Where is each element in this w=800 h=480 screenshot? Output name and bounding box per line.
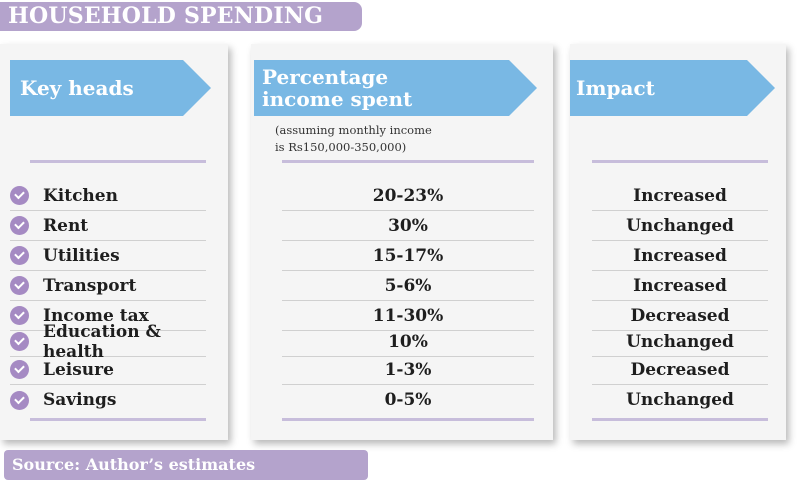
percentage-cell: 20-23% xyxy=(282,181,534,211)
percentage-cell: 0-5% xyxy=(384,390,432,410)
page-title: HOUSEHOLD SPENDING xyxy=(0,2,362,31)
percentage-note-line1: (assuming monthly income xyxy=(275,123,432,137)
table-row: Rent xyxy=(10,211,206,241)
impact-cell: Increased xyxy=(592,241,768,271)
key-heads-panel: Key heads Kitchen Rent Utilities Transpo… xyxy=(0,44,228,440)
impact-header-label: Impact xyxy=(576,76,655,100)
percentage-note: (assuming monthly income is Rs150,000-35… xyxy=(275,122,535,156)
key-head-label: Savings xyxy=(43,390,117,410)
percentage-cell: 30% xyxy=(282,211,534,241)
impact-cell: Unchanged xyxy=(592,327,768,357)
impact-cell: Decreased xyxy=(592,355,768,385)
table-row: Kitchen xyxy=(10,181,206,211)
check-circle-icon xyxy=(10,276,29,295)
percentage-panel: Percentage income spent (assuming monthl… xyxy=(251,44,553,440)
check-circle-icon xyxy=(10,360,29,379)
check-circle-icon xyxy=(10,306,29,325)
key-head-label: Rent xyxy=(43,215,89,236)
table-row: Utilities xyxy=(10,241,206,271)
divider xyxy=(592,160,768,163)
source-note: Source: Author’s estimates xyxy=(4,450,368,480)
table-row: Savings xyxy=(10,385,206,415)
percentage-cell: 1-3% xyxy=(282,355,534,385)
percentage-cell: 15-17% xyxy=(282,241,534,271)
impact-cell: Increased xyxy=(592,271,768,301)
table-row: Education & health xyxy=(10,322,206,362)
percentage-note-line2: is Rs150,000-350,000) xyxy=(275,140,407,154)
table-row: Income tax xyxy=(10,301,206,331)
key-head-label: Leisure xyxy=(43,359,114,380)
key-head-label: Education & health xyxy=(43,321,161,362)
check-circle-icon xyxy=(10,246,29,265)
divider xyxy=(592,418,768,421)
key-head-label: Utilities xyxy=(43,245,120,266)
key-head-label: Transport xyxy=(43,275,137,296)
key-head-label: Income tax xyxy=(43,305,149,326)
impact-cell: Decreased xyxy=(592,301,768,331)
percentage-cell: 10% xyxy=(282,327,534,357)
percentage-cell: 11-30% xyxy=(282,301,534,331)
divider xyxy=(30,418,206,421)
impact-panel: Impact Increased Unchanged Increased Inc… xyxy=(570,44,786,440)
key-head-label: Kitchen xyxy=(43,185,118,206)
impact-cell: Increased xyxy=(592,181,768,211)
percentage-header-line1: Percentage xyxy=(262,65,389,89)
check-circle-icon xyxy=(10,332,29,351)
table-row: Leisure xyxy=(10,355,206,385)
check-circle-icon xyxy=(10,216,29,235)
impact-cell: Unchanged xyxy=(592,211,768,241)
check-circle-icon xyxy=(10,186,29,205)
divider xyxy=(30,160,206,163)
percentage-header-line2: income spent xyxy=(262,87,413,111)
impact-cell: Unchanged xyxy=(626,390,734,410)
percentage-cell: 5-6% xyxy=(282,271,534,301)
impact-header: Impact xyxy=(570,60,775,116)
percentage-header: Percentage income spent xyxy=(254,60,537,116)
table-row: Transport xyxy=(10,271,206,301)
divider xyxy=(282,160,534,163)
check-circle-icon xyxy=(10,390,29,410)
divider xyxy=(282,418,534,421)
key-heads-header: Key heads xyxy=(10,60,211,116)
key-heads-header-label: Key heads xyxy=(20,76,134,100)
